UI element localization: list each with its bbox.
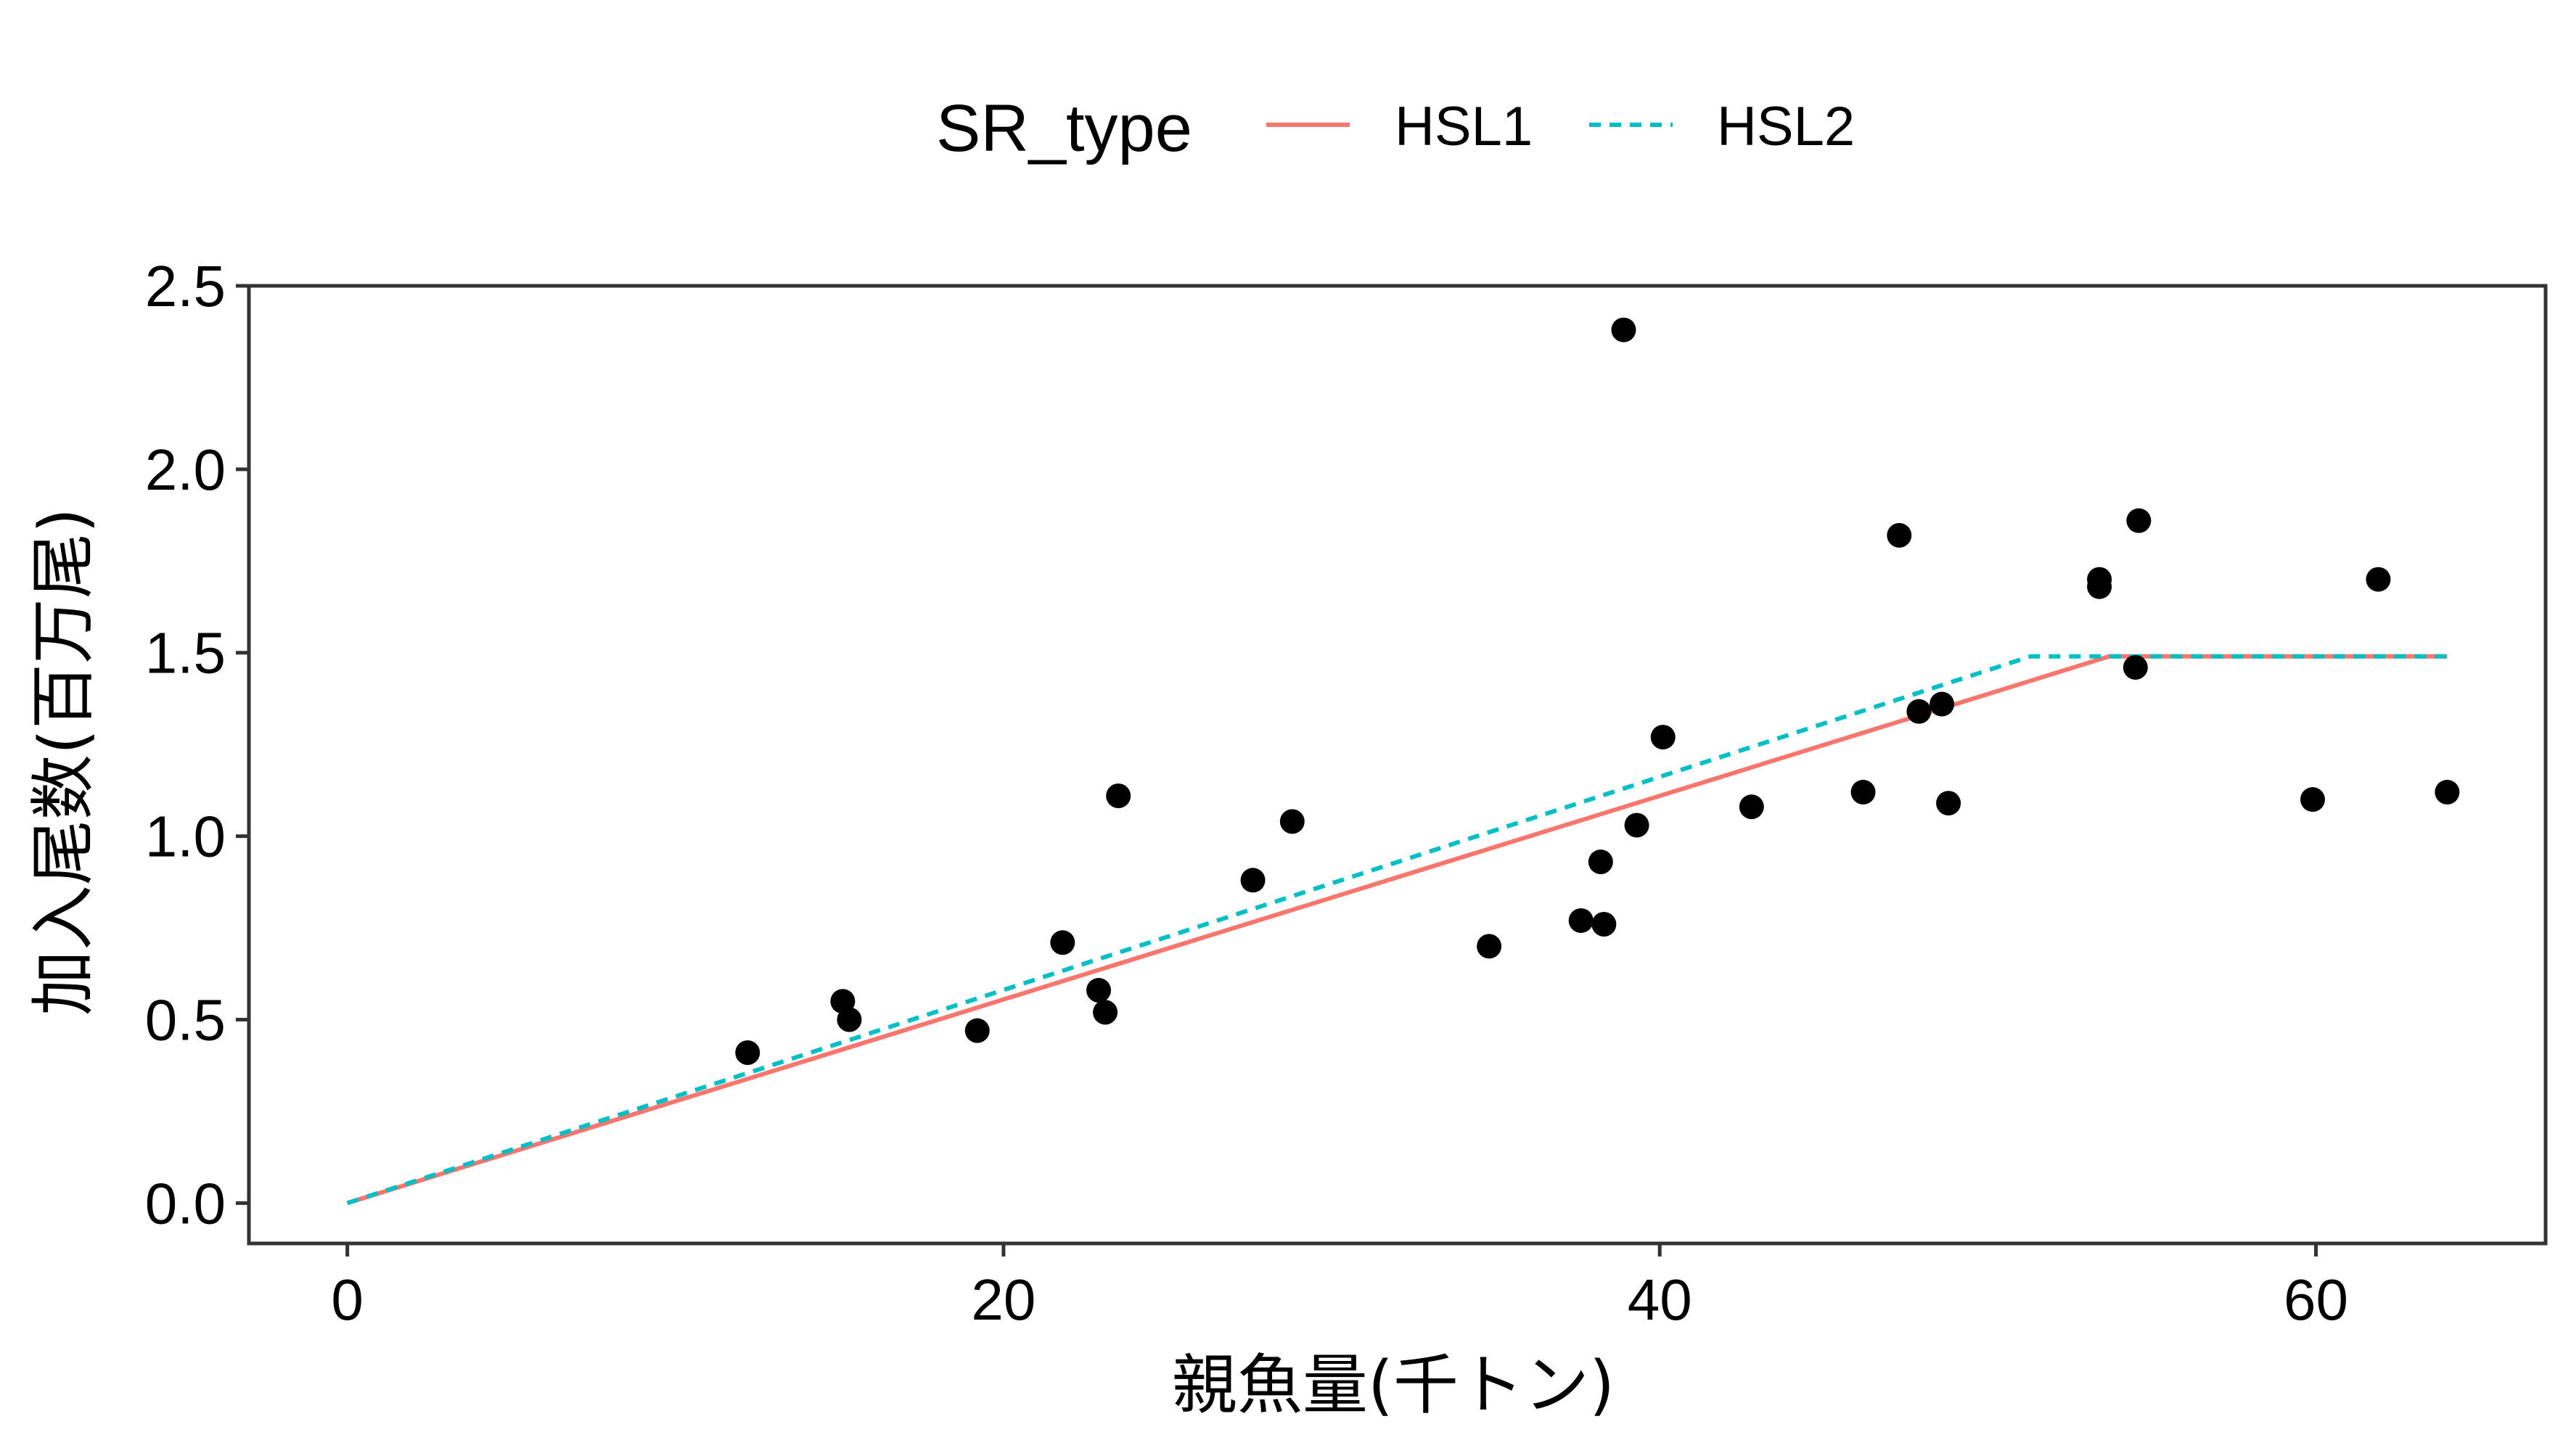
data-point [735, 1040, 760, 1066]
data-point [1568, 908, 1594, 933]
data-point [2366, 567, 2391, 592]
x-tick-label: 0 [331, 1267, 364, 1332]
y-tick-label: 2.0 [145, 437, 226, 502]
y-tick-label: 2.5 [145, 254, 226, 318]
data-point [1279, 809, 1305, 834]
series-line-hsl1 [346, 654, 2448, 1206]
data-point [1240, 868, 1266, 893]
x-tick-label: 40 [1628, 1267, 1692, 1332]
x-axis-title: 親魚量(千トン) [1172, 1347, 1615, 1423]
data-point [1624, 813, 1649, 838]
x-tick-label: 60 [2284, 1267, 2348, 1332]
y-tick-label: 1.5 [145, 621, 226, 686]
legend: SR_type HSL1 HSL2 [936, 91, 1855, 165]
data-points [735, 317, 2460, 1066]
data-point [2126, 508, 2152, 533]
data-point [1477, 934, 1502, 959]
data-point [1887, 522, 1912, 548]
data-point [2123, 654, 2148, 680]
data-point [2435, 779, 2460, 805]
y-tick-label: 0.0 [145, 1171, 226, 1235]
data-point [1093, 1000, 1118, 1025]
y-axis-title: 加入尾数(百万尾) [25, 508, 102, 1016]
y-tick-label: 1.0 [145, 805, 226, 869]
series-line-hsl2 [346, 654, 2448, 1206]
data-point [1906, 699, 1932, 724]
data-point [1739, 794, 1764, 820]
data-point [2300, 787, 2325, 813]
x-tick-label: 20 [971, 1267, 1036, 1332]
data-point [964, 1018, 990, 1043]
legend-title: SR_type [936, 91, 1192, 165]
plot-panel-border [247, 284, 2548, 1246]
axes: 0 20 40 60 0.0 0.5 1.0 1.5 2.0 2.5 [145, 254, 2348, 1332]
data-point [1650, 725, 1676, 750]
data-point [2087, 574, 2112, 599]
data-point [1611, 317, 1636, 342]
y-tick-label: 0.5 [145, 987, 226, 1052]
data-point [1930, 691, 1955, 717]
data-point [1936, 791, 1961, 816]
data-point [1050, 930, 1075, 955]
series-lines [346, 654, 2448, 1206]
legend-label-hsl1: HSL1 [1395, 96, 1533, 157]
legend-label-hsl2: HSL2 [1717, 96, 1855, 157]
data-point [1086, 978, 1112, 1003]
data-point [1106, 783, 1131, 808]
data-point [1588, 850, 1613, 875]
data-point [1850, 779, 1876, 805]
data-point [837, 1007, 862, 1032]
data-point [1591, 912, 1617, 937]
